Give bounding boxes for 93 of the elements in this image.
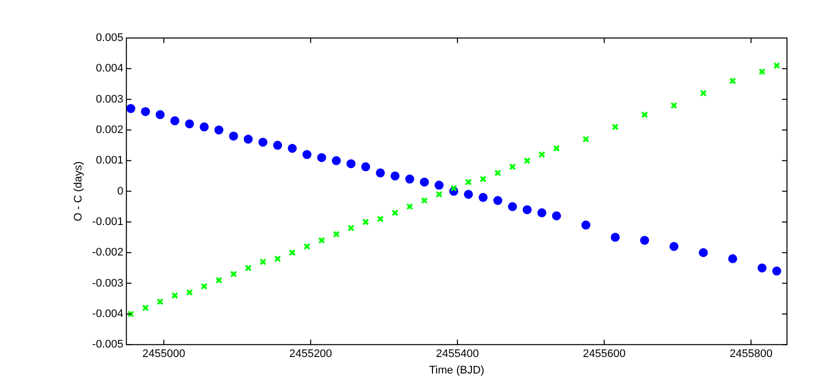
point (464, 178, 472, 186)
x-tick-label: 2455200 (289, 348, 332, 360)
point (244, 134, 253, 144)
y-axis-title: O - C (days) (72, 161, 85, 222)
point (478, 192, 488, 202)
point (156, 110, 165, 120)
point (346, 159, 356, 168)
point (186, 289, 193, 296)
point (302, 150, 312, 160)
point (171, 292, 178, 300)
x-tick-label: 2455000 (142, 348, 186, 360)
point (581, 220, 590, 230)
point (362, 218, 370, 226)
point (288, 249, 296, 256)
point (127, 310, 134, 318)
point (537, 208, 546, 218)
point (214, 125, 224, 134)
point (317, 153, 326, 162)
point (318, 236, 326, 244)
x-tick-label: 2455600 (582, 348, 626, 360)
point (288, 144, 297, 153)
x-tick-label: 2455400 (436, 348, 479, 360)
point (406, 203, 414, 210)
point (729, 77, 736, 84)
point (641, 111, 648, 118)
point (509, 163, 516, 170)
point (758, 263, 767, 272)
point (274, 255, 282, 262)
point (348, 224, 354, 232)
point (698, 248, 708, 258)
point (480, 176, 487, 183)
point (538, 151, 546, 158)
point (640, 236, 650, 245)
point (669, 242, 678, 251)
y-tick-label: 0.004 (96, 62, 124, 75)
point (215, 276, 222, 284)
point (582, 136, 590, 143)
point (273, 140, 282, 150)
y-tick-label: 0.005 (96, 32, 124, 44)
point (552, 211, 562, 220)
point (126, 104, 136, 114)
point (259, 258, 266, 266)
x-tick-label: 2455800 (730, 348, 772, 360)
point (376, 215, 384, 222)
point (758, 68, 766, 76)
point (553, 144, 560, 152)
point (450, 184, 458, 192)
point (493, 196, 502, 205)
point (522, 205, 532, 214)
point (258, 138, 268, 147)
point (434, 180, 444, 190)
y-tick-label: 0.003 (96, 93, 124, 106)
point (332, 156, 341, 166)
point (436, 190, 443, 198)
point (332, 230, 340, 238)
point (361, 162, 370, 172)
point (405, 174, 414, 184)
x-axis-title: Time (BJD) (429, 364, 484, 376)
point (244, 264, 252, 272)
point (464, 190, 473, 199)
point (612, 123, 619, 130)
point (772, 266, 782, 276)
point (230, 270, 238, 278)
point (494, 169, 502, 176)
point (185, 119, 194, 128)
y-tick-label: -0.005 (92, 338, 124, 351)
point (670, 102, 678, 109)
y-tick-label: -0.004 (92, 308, 124, 320)
point (200, 282, 208, 290)
point (200, 122, 209, 132)
point (420, 197, 428, 204)
point (229, 132, 238, 141)
y-tick-label: -0.001 (92, 216, 124, 228)
y-tick-label: 0 (117, 185, 124, 198)
y-tick-label: -0.002 (92, 246, 124, 259)
point (420, 178, 429, 187)
point (524, 157, 531, 164)
point (773, 62, 780, 70)
y-tick-label: 0.001 (96, 154, 124, 167)
point (392, 209, 399, 216)
y-tick-label: 0.002 (96, 124, 124, 136)
point (700, 90, 707, 97)
point (303, 243, 310, 250)
point (140, 107, 150, 116)
point (390, 171, 400, 180)
point (728, 254, 738, 264)
point (142, 304, 149, 312)
y-tick-label: -0.003 (92, 277, 124, 290)
point (610, 232, 620, 242)
point (508, 202, 517, 212)
point (156, 298, 164, 306)
point (376, 168, 385, 178)
point (170, 116, 180, 126)
